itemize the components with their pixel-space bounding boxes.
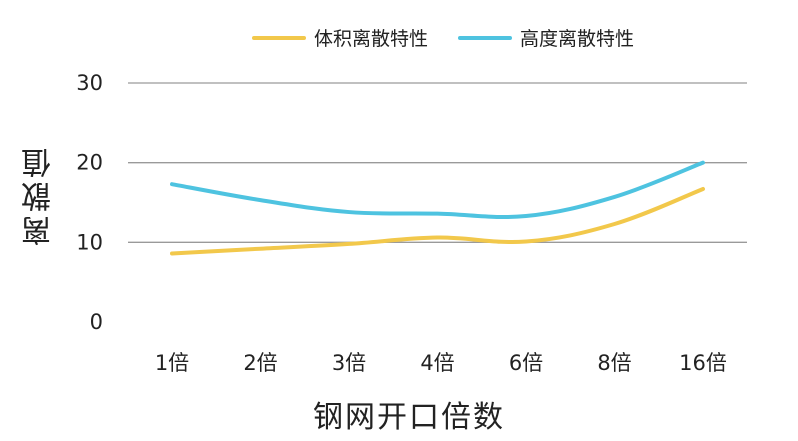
x-tick-label: 3倍: [332, 351, 366, 375]
legend-label-height: 高度离散特性: [520, 28, 635, 50]
chart-legend: 体积离散特性 高度离散特性: [252, 24, 634, 51]
legend-swatch-volume: [252, 35, 306, 40]
y-tick-label: 0: [90, 310, 103, 334]
y-tick-label: 30: [76, 71, 103, 95]
y-tick-label: 20: [76, 151, 103, 175]
x-axis-label: 钢网开口倍数: [313, 400, 505, 435]
x-tick-label: 2倍: [243, 351, 277, 375]
x-tick-label: 4倍: [420, 351, 454, 375]
legend-swatch-height: [458, 35, 513, 40]
x-tick-label: 16倍: [679, 351, 727, 375]
series-line-height: [170, 160, 705, 220]
series-line-volume: [170, 186, 705, 256]
x-tick-label: 1倍: [155, 351, 189, 375]
legend-label-volume: 体积离散特性: [314, 28, 429, 50]
legend-item-height: 高度离散特性: [458, 24, 634, 51]
x-tick-label: 6倍: [509, 351, 543, 375]
y-tick-label: 10: [76, 230, 103, 254]
x-tick-label: 8倍: [597, 351, 631, 375]
legend-item-volume: 体积离散特性: [252, 24, 428, 51]
